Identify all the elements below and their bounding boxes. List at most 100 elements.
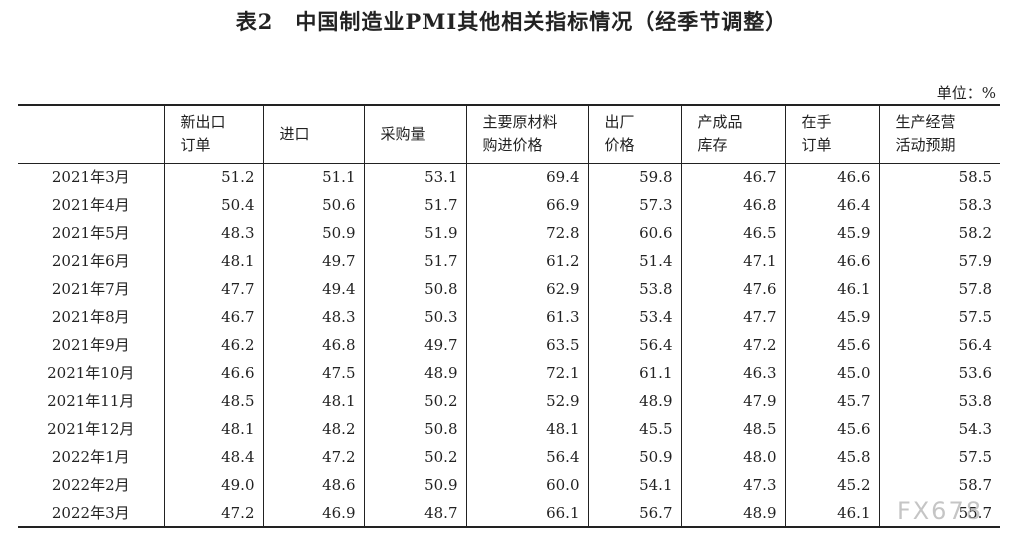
column-header-line1: 主要原材料: [483, 111, 588, 134]
column-header-line2: 活动预期: [896, 134, 1001, 157]
table-cell: 61.2: [466, 247, 588, 275]
table-cell: 45.6: [785, 415, 879, 443]
row-month: 2021年4月: [18, 191, 164, 219]
table-cell: 46.6: [785, 247, 879, 275]
table-cell: 48.3: [164, 219, 263, 247]
table-cell: 46.6: [164, 359, 263, 387]
table-cell: 50.3: [364, 303, 466, 331]
table-cell: 47.2: [263, 443, 364, 471]
table-cell: 47.7: [681, 303, 785, 331]
column-header: 出厂 价格: [588, 105, 681, 163]
table-cell: 49.4: [263, 275, 364, 303]
table-cell: 57.9: [879, 247, 1000, 275]
table-cell: 46.9: [263, 499, 364, 527]
table-cell: 53.8: [588, 275, 681, 303]
table-cell: 47.1: [681, 247, 785, 275]
table-cell: 45.7: [785, 387, 879, 415]
table-row: 2021年7月 47.7 49.4 50.8 62.9 53.8 47.6 46.1 57.8: [18, 275, 1000, 303]
column-header-line2: 价格: [605, 134, 681, 157]
row-month: 2021年11月: [18, 387, 164, 415]
table-number: 表2: [236, 9, 274, 34]
column-header: 进口: [263, 105, 364, 163]
row-month: 2021年8月: [18, 303, 164, 331]
table-cell: 59.8: [588, 163, 681, 191]
table-cell: 46.7: [164, 303, 263, 331]
column-header-line1: 在手: [802, 111, 879, 134]
table-cell: 56.4: [588, 331, 681, 359]
table-cell: 50.8: [364, 275, 466, 303]
table-cell: 50.9: [364, 471, 466, 499]
table-cell: 45.9: [785, 219, 879, 247]
table-cell: 63.5: [466, 331, 588, 359]
table-cell: 45.0: [785, 359, 879, 387]
table-cell: 48.1: [164, 247, 263, 275]
table-cell: 51.7: [364, 247, 466, 275]
table-row: 2022年3月 47.2 46.9 48.7 66.1 56.7 48.9 46.1 55.7: [18, 499, 1000, 527]
table-cell: 46.8: [263, 331, 364, 359]
row-month: 2021年10月: [18, 359, 164, 387]
table-cell: 46.7: [681, 163, 785, 191]
table-title: 表2 中国制造业PMI其他相关指标情况（经季节调整）: [0, 6, 1023, 36]
column-header-line2: 库存: [698, 134, 785, 157]
column-header-line2: 购进价格: [483, 134, 588, 157]
table-cell: 69.4: [466, 163, 588, 191]
column-header: 产成品 库存: [681, 105, 785, 163]
table-row: 2021年5月 48.3 50.9 51.9 72.8 60.6 46.5 45.9 58.2: [18, 219, 1000, 247]
table-cell: 48.1: [263, 387, 364, 415]
row-month: 2021年6月: [18, 247, 164, 275]
table-cell: 47.9: [681, 387, 785, 415]
table-cell: 62.9: [466, 275, 588, 303]
table-cell: 48.9: [588, 387, 681, 415]
table-cell: 54.1: [588, 471, 681, 499]
table-cell: 58.3: [879, 191, 1000, 219]
table-cell: 66.9: [466, 191, 588, 219]
table-cell: 72.8: [466, 219, 588, 247]
column-header-line1: 产成品: [698, 111, 785, 134]
table-cell: 47.3: [681, 471, 785, 499]
table-cell: 57.5: [879, 303, 1000, 331]
table-cell: 51.7: [364, 191, 466, 219]
table-cell: 51.9: [364, 219, 466, 247]
row-month: 2021年3月: [18, 163, 164, 191]
table-cell: 53.6: [879, 359, 1000, 387]
column-header: 采购量: [364, 105, 466, 163]
table-row: 2021年8月 46.7 48.3 50.3 61.3 53.4 47.7 45.9 57.5: [18, 303, 1000, 331]
table-cell: 60.6: [588, 219, 681, 247]
table-cell: 61.1: [588, 359, 681, 387]
table-cell: 52.9: [466, 387, 588, 415]
table-title-text: 中国制造业PMI其他相关指标情况（经季节调整）: [295, 9, 787, 34]
table-cell: 45.9: [785, 303, 879, 331]
table-cell: 47.6: [681, 275, 785, 303]
table-row: 2022年1月 48.4 47.2 50.2 56.4 50.9 48.0 45.8 57.5: [18, 443, 1000, 471]
table-cell: 66.1: [466, 499, 588, 527]
table-cell: 50.8: [364, 415, 466, 443]
table-cell: 49.7: [263, 247, 364, 275]
table-cell: 56.7: [588, 499, 681, 527]
table-row: 2021年6月 48.1 49.7 51.7 61.2 51.4 47.1 46.6 57.9: [18, 247, 1000, 275]
column-header-line1: 采购量: [381, 123, 466, 146]
table-cell: 46.5: [681, 219, 785, 247]
row-month: 2022年2月: [18, 471, 164, 499]
table-cell: 56.4: [879, 331, 1000, 359]
table-cell: 49.7: [364, 331, 466, 359]
table-cell: 46.1: [785, 499, 879, 527]
column-header-line2: 订单: [802, 134, 879, 157]
column-header: 在手 订单: [785, 105, 879, 163]
table-cell: 58.7: [879, 471, 1000, 499]
pmi-indicators-table: 新出口 订单 进口 采购量 主要原材料 购进价格 出厂 价格 产成品 库存 在手 订单 生产经营 活动预期…: [18, 104, 1000, 528]
table-cell: 46.4: [785, 191, 879, 219]
table-cell: 50.9: [263, 219, 364, 247]
table-cell: 50.6: [263, 191, 364, 219]
table-cell: 50.2: [364, 443, 466, 471]
table-cell: 51.4: [588, 247, 681, 275]
table-cell: 46.6: [785, 163, 879, 191]
table-row: 2021年12月 48.1 48.2 50.8 48.1 45.5 48.5 45.6 54.3: [18, 415, 1000, 443]
table-cell: 53.8: [879, 387, 1000, 415]
table-cell: 47.2: [164, 499, 263, 527]
row-month: 2021年5月: [18, 219, 164, 247]
table-cell: 72.1: [466, 359, 588, 387]
column-header-line1: 出厂: [605, 111, 681, 134]
row-month: 2022年1月: [18, 443, 164, 471]
table-cell: 58.2: [879, 219, 1000, 247]
table-cell: 48.9: [681, 499, 785, 527]
